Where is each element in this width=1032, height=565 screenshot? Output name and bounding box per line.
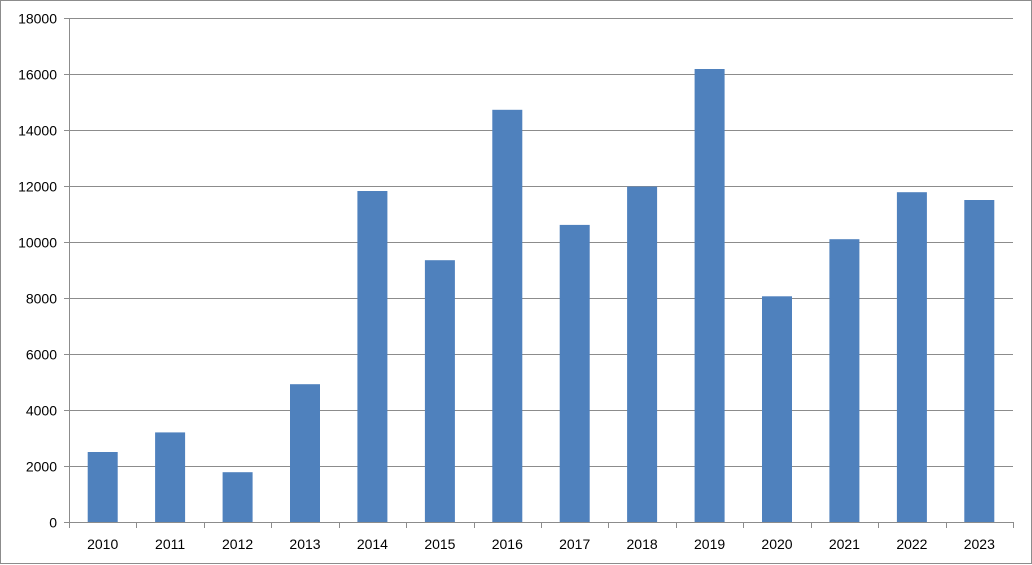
- bar-2020: [762, 296, 792, 522]
- gridlines: [64, 18, 1014, 528]
- y-tick-label: 8000: [26, 291, 57, 307]
- x-tick-label: 2016: [492, 536, 523, 552]
- y-tick-labels: 0 2000 4000 6000 8000 10000 12000 14000 16000 180…: [18, 11, 57, 531]
- y-tick-label: 18000: [18, 11, 57, 27]
- bar-2013: [290, 384, 320, 522]
- x-tick-label: 2010: [87, 536, 118, 552]
- bar-2018: [627, 186, 658, 522]
- x-tick-label: 2019: [694, 536, 725, 552]
- y-tick-label: 12000: [18, 179, 57, 195]
- y-tick-label: 16000: [18, 67, 57, 83]
- x-tick-label: 2013: [289, 536, 320, 552]
- y-tick-label: 2000: [26, 459, 57, 475]
- bars: [87, 69, 995, 523]
- bar-2019: [694, 69, 725, 522]
- x-tick-label: 2022: [896, 536, 927, 552]
- bar-2016: [492, 109, 523, 523]
- x-tick-label: 2021: [829, 536, 860, 552]
- x-tick-labels: 2010 2011 2012 2013 2014 2015 2016 2017 2018 2019…: [87, 536, 995, 552]
- y-tick-label: 0: [49, 515, 57, 531]
- bar-2014: [357, 191, 388, 522]
- bar-2011: [155, 432, 186, 522]
- y-tick-label: 4000: [26, 403, 57, 419]
- y-tick-label: 6000: [26, 347, 57, 363]
- y-tick-label: 14000: [18, 123, 57, 139]
- bar-2022: [896, 192, 927, 522]
- y-tick-label: 10000: [18, 235, 57, 251]
- bar-2015: [424, 260, 455, 522]
- x-tick-label: 2014: [357, 536, 388, 552]
- bar-2010: [87, 452, 118, 522]
- x-tick-label: 2011: [155, 536, 185, 552]
- x-tick-label: 2012: [222, 536, 253, 552]
- bar-2017: [559, 224, 590, 522]
- x-tick-label: 2018: [627, 536, 658, 552]
- bar-2021: [829, 239, 860, 522]
- bar-2012: [222, 472, 253, 522]
- x-tick-label: 2020: [761, 536, 792, 552]
- bar-2023: [964, 200, 995, 522]
- x-tick-label: 2017: [559, 536, 590, 552]
- x-tick-label: 2015: [424, 536, 455, 552]
- x-tick-label: 2023: [964, 536, 995, 552]
- axes: [69, 18, 1013, 523]
